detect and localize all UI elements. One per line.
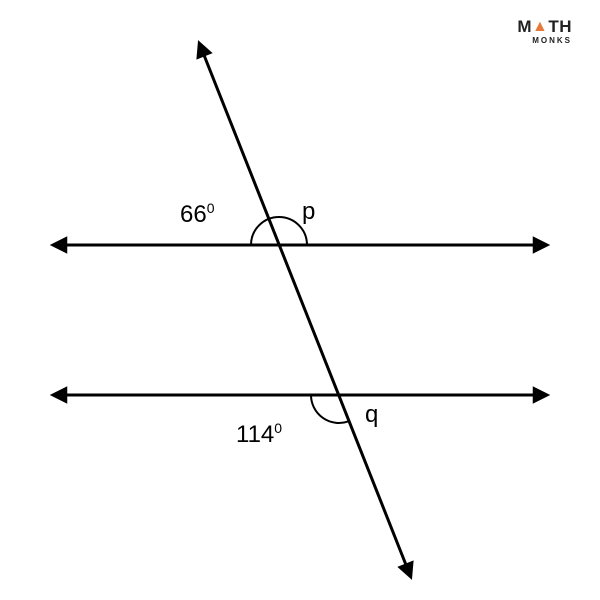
logo-triangle-icon: ▲ [532,19,548,35]
geometry-diagram [0,0,600,600]
label-angle-114: 1140 [236,420,282,449]
label-q: q [365,401,378,429]
label-p: p [302,198,315,226]
label-angle-66: 660 [180,200,215,229]
logo-subtext: MONKS [517,37,572,45]
logo-text-left: M [517,17,532,36]
logo-text-right: TH [548,17,572,36]
logo: M▲TH MONKS [517,18,572,45]
